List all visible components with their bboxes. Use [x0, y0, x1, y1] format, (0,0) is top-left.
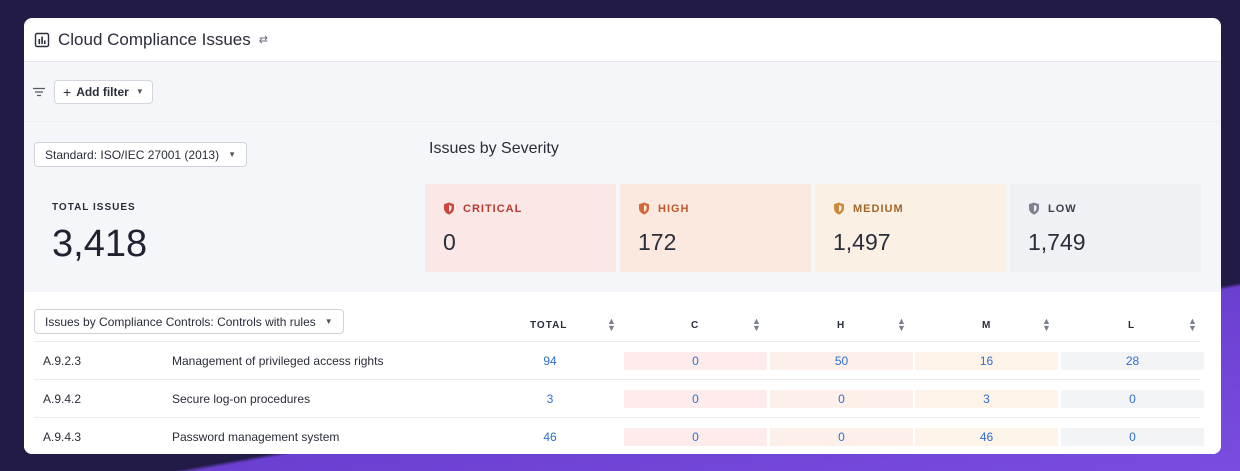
- column-header-high[interactable]: H: [837, 320, 846, 331]
- add-filter-label: Add filter: [76, 84, 129, 99]
- severity-low-value: 1,749: [1028, 229, 1086, 255]
- summary-section: Standard: ISO/IEC 27001 (2013) ▼ Issues …: [24, 122, 1221, 292]
- sort-icon[interactable]: ▲ ▼: [1188, 316, 1197, 333]
- control-total-link[interactable]: 3: [546, 392, 554, 406]
- filter-bar: + Add filter ▼: [24, 62, 1221, 122]
- severity-critical[interactable]: CRITICAL 0: [425, 184, 616, 272]
- add-filter-button[interactable]: + Add filter ▼: [54, 79, 153, 104]
- control-total-link[interactable]: 94: [543, 354, 557, 368]
- compliance-card: Cloud Compliance Issues ⇄ + Add filter ▼…: [24, 18, 1221, 454]
- column-header-low[interactable]: L: [1128, 320, 1136, 331]
- control-total-link[interactable]: 46: [543, 430, 557, 444]
- severity-critical-label: CRITICAL: [463, 202, 523, 215]
- table-row[interactable]: A.9.4.3 Password management system 46 0 …: [34, 417, 1204, 454]
- severity-low[interactable]: LOW 1,749: [1010, 184, 1201, 272]
- severity-high-value: 172: [638, 229, 677, 255]
- severity-medium-label: MEDIUM: [853, 202, 904, 215]
- table-row[interactable]: A.9.2.3 Management of privileged access …: [34, 341, 1204, 379]
- bar-chart-icon: [34, 32, 50, 48]
- total-issues-block: TOTAL ISSUES 3,418: [52, 202, 147, 266]
- page-title: Cloud Compliance Issues: [58, 29, 251, 49]
- control-critical-count[interactable]: 0: [624, 352, 767, 370]
- severity-title: Issues by Severity: [429, 140, 559, 157]
- chevron-down-icon: ▼: [228, 150, 237, 159]
- controls-select-label: Issues by Compliance Controls: Controls …: [45, 314, 316, 329]
- controls-table: Issues by Compliance Controls: Controls …: [24, 292, 1221, 454]
- control-id: A.9.4.2: [43, 392, 82, 406]
- control-medium-count[interactable]: 46: [915, 428, 1058, 446]
- control-low-count[interactable]: 0: [1061, 428, 1204, 446]
- shield-icon: [833, 202, 845, 215]
- standard-select[interactable]: Standard: ISO/IEC 27001 (2013) ▼: [34, 142, 248, 167]
- column-header-total[interactable]: TOTAL: [530, 320, 568, 331]
- chevron-down-icon: ▼: [324, 317, 333, 326]
- chevron-down-icon: ▼: [135, 87, 144, 96]
- shield-icon: [1028, 202, 1040, 215]
- control-high-count[interactable]: 0: [770, 428, 913, 446]
- sort-icon[interactable]: ▲ ▼: [607, 316, 616, 333]
- control-low-count[interactable]: 28: [1061, 352, 1204, 370]
- severity-high[interactable]: HIGH 172: [620, 184, 811, 272]
- severity-low-label: LOW: [1048, 202, 1077, 215]
- control-name: Management of privileged access rights: [172, 354, 384, 368]
- control-id: A.9.2.3: [43, 354, 82, 368]
- filter-icon[interactable]: [32, 85, 46, 99]
- control-high-count[interactable]: 50: [770, 352, 913, 370]
- control-medium-count[interactable]: 16: [915, 352, 1058, 370]
- total-issues-label: TOTAL ISSUES: [52, 202, 136, 213]
- control-low-count[interactable]: 0: [1061, 390, 1204, 408]
- total-issues-value: 3,418: [52, 223, 148, 265]
- control-name: Password management system: [172, 430, 340, 444]
- control-critical-count[interactable]: 0: [624, 390, 767, 408]
- sort-icon[interactable]: ▲ ▼: [1042, 316, 1051, 333]
- control-critical-count[interactable]: 0: [624, 428, 767, 446]
- control-id: A.9.4.3: [43, 430, 82, 444]
- column-header-critical[interactable]: C: [691, 320, 700, 331]
- severity-critical-value: 0: [443, 229, 456, 255]
- sort-icon[interactable]: ▲ ▼: [897, 316, 906, 333]
- swap-icon[interactable]: ⇄: [258, 34, 268, 46]
- control-high-count[interactable]: 0: [770, 390, 913, 408]
- control-name: Secure log-on procedures: [172, 392, 311, 406]
- shield-icon: [638, 202, 650, 215]
- plus-icon: +: [63, 83, 72, 100]
- severity-medium[interactable]: MEDIUM 1,497: [815, 184, 1006, 272]
- standard-select-label: Standard: ISO/IEC 27001 (2013): [45, 147, 220, 162]
- control-medium-count[interactable]: 3: [915, 390, 1058, 408]
- severity-medium-value: 1,497: [833, 229, 891, 255]
- shield-icon: [443, 202, 455, 215]
- sort-icon[interactable]: ▲ ▼: [752, 316, 761, 333]
- controls-select[interactable]: Issues by Compliance Controls: Controls …: [34, 309, 344, 334]
- table-row[interactable]: A.9.4.2 Secure log-on procedures 3 0 0 3…: [34, 379, 1204, 417]
- title-bar: Cloud Compliance Issues ⇄: [24, 18, 1221, 62]
- severity-high-label: HIGH: [658, 202, 690, 215]
- column-header-medium[interactable]: M: [982, 320, 992, 331]
